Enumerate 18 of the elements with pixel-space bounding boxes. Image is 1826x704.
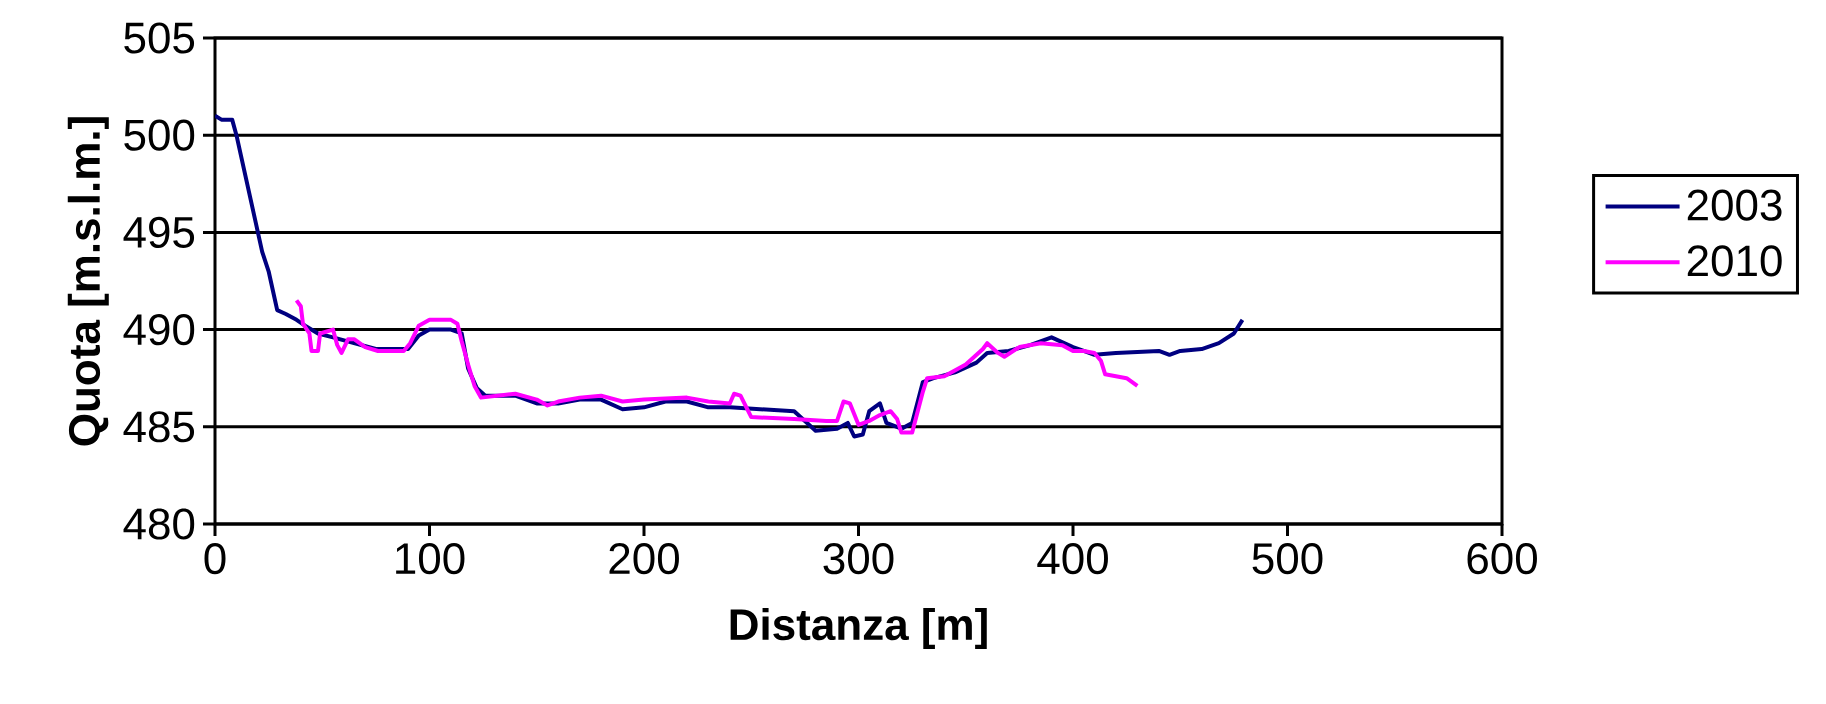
x-tick-label: 300	[823, 543, 894, 575]
x-tick-label: 400	[1037, 543, 1108, 575]
line-series	[294, 298, 1140, 435]
y-tick-label: 490	[123, 313, 195, 346]
y-tick-label: 480	[123, 508, 195, 540]
x-tick-label: 0	[204, 543, 226, 575]
y-tick-label: 500	[124, 119, 195, 151]
legend-label: 2003	[1687, 189, 1782, 221]
y-tick-label: 485	[123, 411, 195, 443]
y-tick-label: 495	[123, 216, 195, 248]
x-tick-label: 500	[1252, 543, 1323, 575]
x-tick-label: 100	[396, 543, 465, 575]
y-tick-label: 505	[124, 22, 195, 54]
x-tick-label: 600	[1467, 543, 1537, 575]
x-axis-title: Distanza [m]	[730, 607, 987, 649]
y-axis-title: Quota [m.s.l.m.]	[67, 117, 109, 446]
x-tick-label: 200	[609, 543, 679, 575]
legend-label: 2010	[1687, 245, 1782, 277]
